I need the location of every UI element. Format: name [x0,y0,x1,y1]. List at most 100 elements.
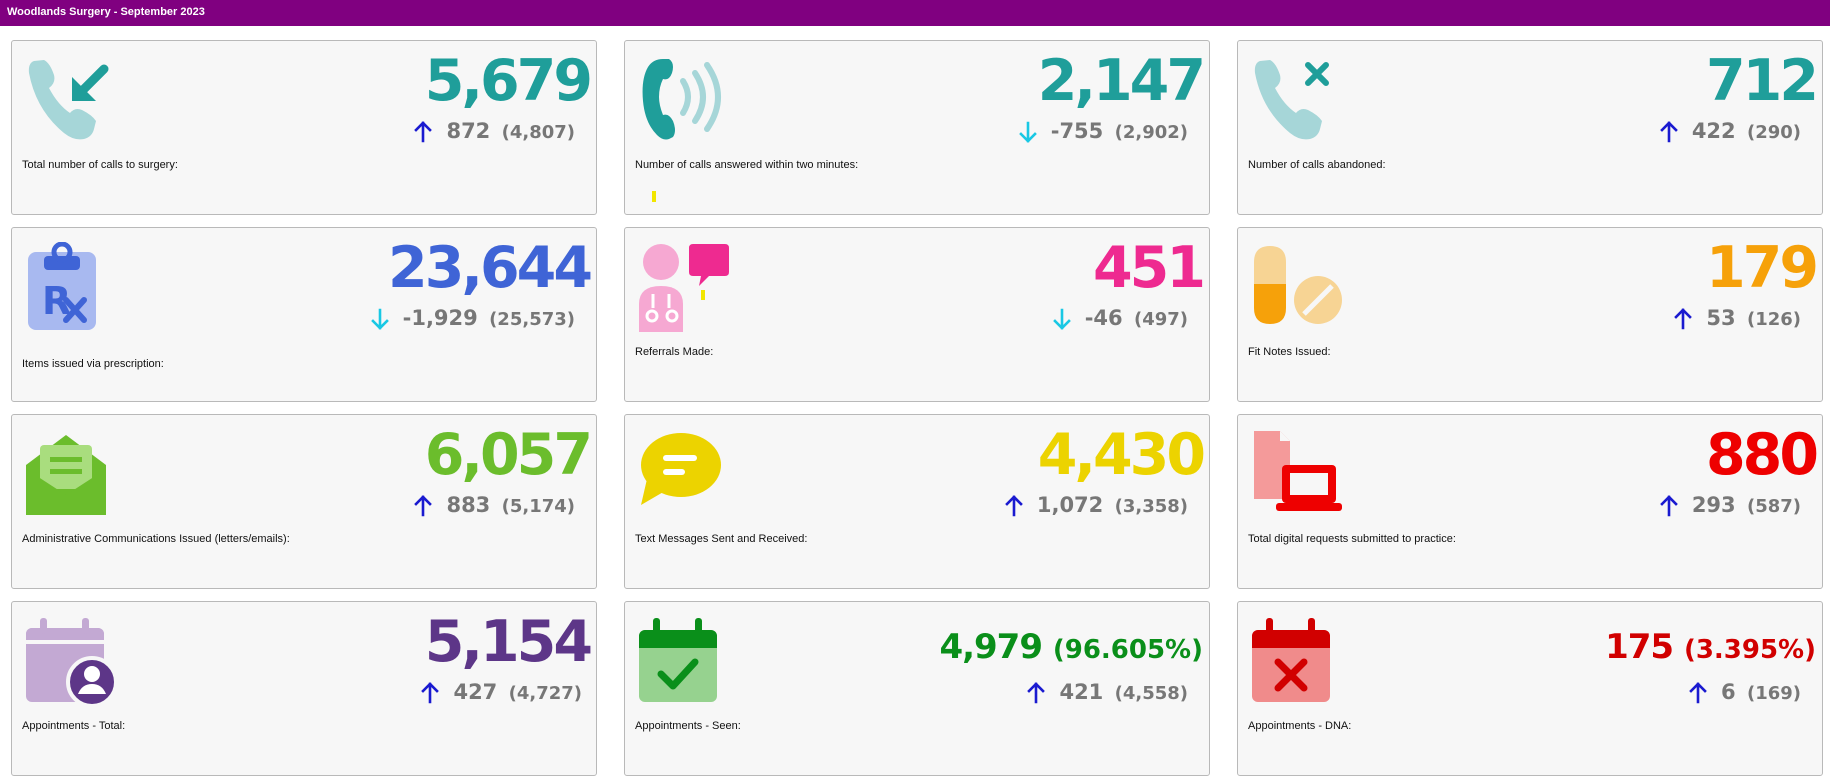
calls-abandoned-previous: (290) [1746,122,1801,143]
digital-request-laptop-icon [1252,429,1342,519]
digital-requests-change: 293 [1691,493,1736,517]
calls-answered-label: Number of calls answered within two minu… [635,159,859,171]
prescriptions-delta: -1,929 (25,573) [371,303,575,333]
card-appointments-dna: 175 (3.395%) 6 (169) Appointments - DNA: [1237,601,1823,776]
appointments-total-label: Appointments - Total: [22,720,126,732]
appointments-seen-percent: (96.605%) [1052,635,1203,665]
prescriptions-change: -1,929 [402,306,478,330]
calls-total-label: Total number of calls to surgery: [22,159,178,171]
appointments-seen-previous: (4,558) [1114,683,1188,704]
arrow-down-icon [1019,121,1037,143]
yellow-marker [652,191,656,202]
calls-total-previous: (4,807) [501,122,575,143]
calls-answered-change: -755 [1050,119,1104,143]
text-messages-previous: (3,358) [1114,496,1188,517]
appointments-seen-count: 4,979 [939,627,1043,667]
text-messages-label: Text Messages Sent and Received: [635,533,808,545]
fit-notes-change: 53 [1706,306,1736,330]
admin-comms-previous: (5,174) [501,496,575,517]
arrow-up-icon [1689,682,1707,704]
calls-total-change: 872 [446,119,491,143]
card-calls-abandoned: 712 422 (290) Number of calls abandoned: [1237,40,1823,215]
card-calls-total: 5,679 872 (4,807) Total number of calls … [11,40,597,215]
pills-icon [1252,242,1342,332]
appointments-dna-delta: 6 (169) [1689,677,1801,707]
calls-abandoned-value: 712 [1706,48,1819,114]
appointments-dna-label: Appointments - DNA: [1248,720,1352,732]
calls-abandoned-delta: 422 (290) [1660,116,1801,146]
calendar-check-icon [639,616,729,706]
prescriptions-label: Items issued via prescription: [22,358,164,370]
appointments-dna-previous: (169) [1746,683,1801,704]
referrals-delta: -46 (497) [1053,303,1188,333]
appointments-dna-value: 175 (3.395%) [1605,622,1816,675]
text-messages-delta: 1,072 (3,358) [1005,490,1188,520]
incoming-call-icon [26,55,116,145]
prescriptions-previous: (25,573) [489,309,575,330]
appointments-total-delta: 427 (4,727) [421,677,582,707]
admin-comms-label: Administrative Communications Issued (le… [22,533,290,545]
prescription-clipboard-icon: R [26,242,116,332]
appointments-seen-change: 421 [1059,680,1104,704]
arrow-up-icon [1660,495,1678,517]
card-appointments-seen: 4,979 (96.605%) 421 (4,558) Appointments… [624,601,1210,776]
digital-requests-label: Total digital requests submitted to prac… [1248,533,1456,545]
calls-answered-value: 2,147 [1037,48,1206,114]
fit-notes-label: Fit Notes Issued: [1248,346,1331,358]
prescriptions-value: 23,644 [388,235,593,301]
arrow-up-icon [1027,682,1045,704]
appointments-seen-value: 4,979 (96.605%) [939,622,1203,675]
appointments-seen-delta: 421 (4,558) [1027,677,1188,707]
card-text-messages: 4,430 1,072 (3,358) Text Messages Sent a… [624,414,1210,589]
missed-call-icon [1252,55,1342,145]
calls-abandoned-change: 422 [1691,119,1736,143]
calendar-cross-icon [1252,616,1342,706]
fit-notes-delta: 53 (126) [1674,303,1801,333]
fit-notes-value: 179 [1706,235,1819,301]
arrow-up-icon [1674,308,1692,330]
admin-comms-value: 6,057 [424,422,593,488]
text-messages-change: 1,072 [1036,493,1104,517]
card-fit-notes: 179 53 (126) Fit Notes Issued: [1237,227,1823,402]
page-title: Woodlands Surgery - September 2023 [0,0,1830,26]
appointments-dna-percent: (3.395%) [1683,635,1816,665]
calls-answered-delta: -755 (2,902) [1019,116,1188,146]
open-envelope-icon [26,429,116,519]
referrals-value: 451 [1093,235,1206,301]
appointments-total-value: 5,154 [424,609,593,675]
appointments-total-change: 427 [453,680,498,704]
fit-notes-previous: (126) [1746,309,1801,330]
doctor-consultation-icon [639,242,729,332]
card-referrals: 451 -46 (497) Referrals Made: [624,227,1210,402]
appointments-seen-label: Appointments - Seen: [635,720,741,732]
digital-requests-value: 880 [1706,422,1819,488]
arrow-up-icon [1005,495,1023,517]
admin-comms-delta: 883 (5,174) [414,490,575,520]
calls-total-delta: 872 (4,807) [414,116,575,146]
card-digital-requests: 880 293 (587) Total digital requests sub… [1237,414,1823,589]
card-admin-comms: 6,057 883 (5,174) Administrative Communi… [11,414,597,589]
speech-bubble-icon [639,429,729,519]
referrals-change: -46 [1084,306,1123,330]
calls-answered-previous: (2,902) [1114,122,1188,143]
phone-ringing-icon [639,55,729,145]
calls-abandoned-label: Number of calls abandoned: [1248,159,1386,171]
arrow-down-icon [1053,308,1071,330]
digital-requests-delta: 293 (587) [1660,490,1801,520]
card-appointments-total: 5,154 427 (4,727) Appointments - Total: [11,601,597,776]
digital-requests-previous: (587) [1746,496,1801,517]
card-calls-answered: 2,147 -755 (2,902) Number of calls answe… [624,40,1210,215]
referrals-label: Referrals Made: [635,346,714,358]
arrow-up-icon [414,495,432,517]
arrow-up-icon [1660,121,1678,143]
arrow-down-icon [371,308,389,330]
appointments-dna-change: 6 [1721,680,1736,704]
card-prescriptions: R 23,644 -1,929 (25,573) Items issued vi… [11,227,597,402]
text-messages-value: 4,430 [1037,422,1206,488]
admin-comms-change: 883 [446,493,491,517]
arrow-up-icon [414,121,432,143]
referrals-previous: (497) [1133,309,1188,330]
calendar-user-icon [26,616,116,706]
arrow-up-icon [421,682,439,704]
appointments-dna-count: 175 [1605,627,1674,667]
